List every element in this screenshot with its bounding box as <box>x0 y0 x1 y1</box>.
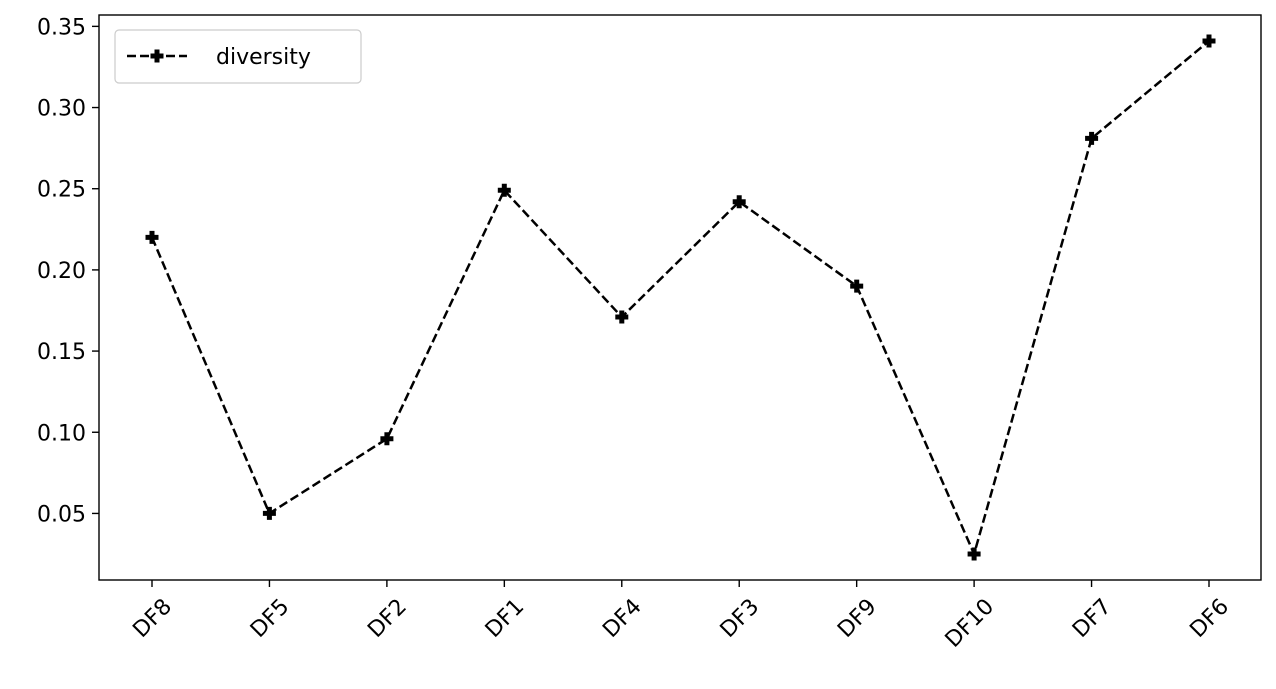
legend[interactable]: diversity <box>114 29 362 84</box>
y-tick-label: 0.05 <box>37 502 86 527</box>
y-tick-label: 0.30 <box>37 97 86 122</box>
data-point-marker[interactable] <box>497 183 511 197</box>
y-tick-label: 0.25 <box>37 178 86 203</box>
y-tick-label: 0.15 <box>37 340 86 365</box>
data-point-marker[interactable] <box>145 230 159 244</box>
legend-label: diversity <box>216 45 311 70</box>
data-point-marker[interactable] <box>1085 131 1099 145</box>
data-point-marker[interactable] <box>380 432 394 446</box>
y-tick-label: 0.10 <box>37 421 86 446</box>
data-point-marker[interactable] <box>615 310 629 324</box>
data-point-marker[interactable] <box>1202 34 1216 48</box>
data-point-marker[interactable] <box>262 506 276 520</box>
y-tick-label: 0.35 <box>37 15 86 40</box>
data-point-marker[interactable] <box>850 279 864 293</box>
plot-frame <box>98 14 1262 581</box>
y-axis: 0.05 0.10 0.15 0.20 0.25 0.30 0.35 <box>37 15 99 527</box>
data-point-marker[interactable] <box>967 547 981 561</box>
series-line-diversity <box>150 40 1210 558</box>
legend-marker-icon <box>150 49 164 63</box>
y-tick-label: 0.20 <box>37 259 86 284</box>
legend-box <box>114 29 362 84</box>
data-point-marker[interactable] <box>732 195 746 209</box>
series-layer <box>145 34 1216 561</box>
